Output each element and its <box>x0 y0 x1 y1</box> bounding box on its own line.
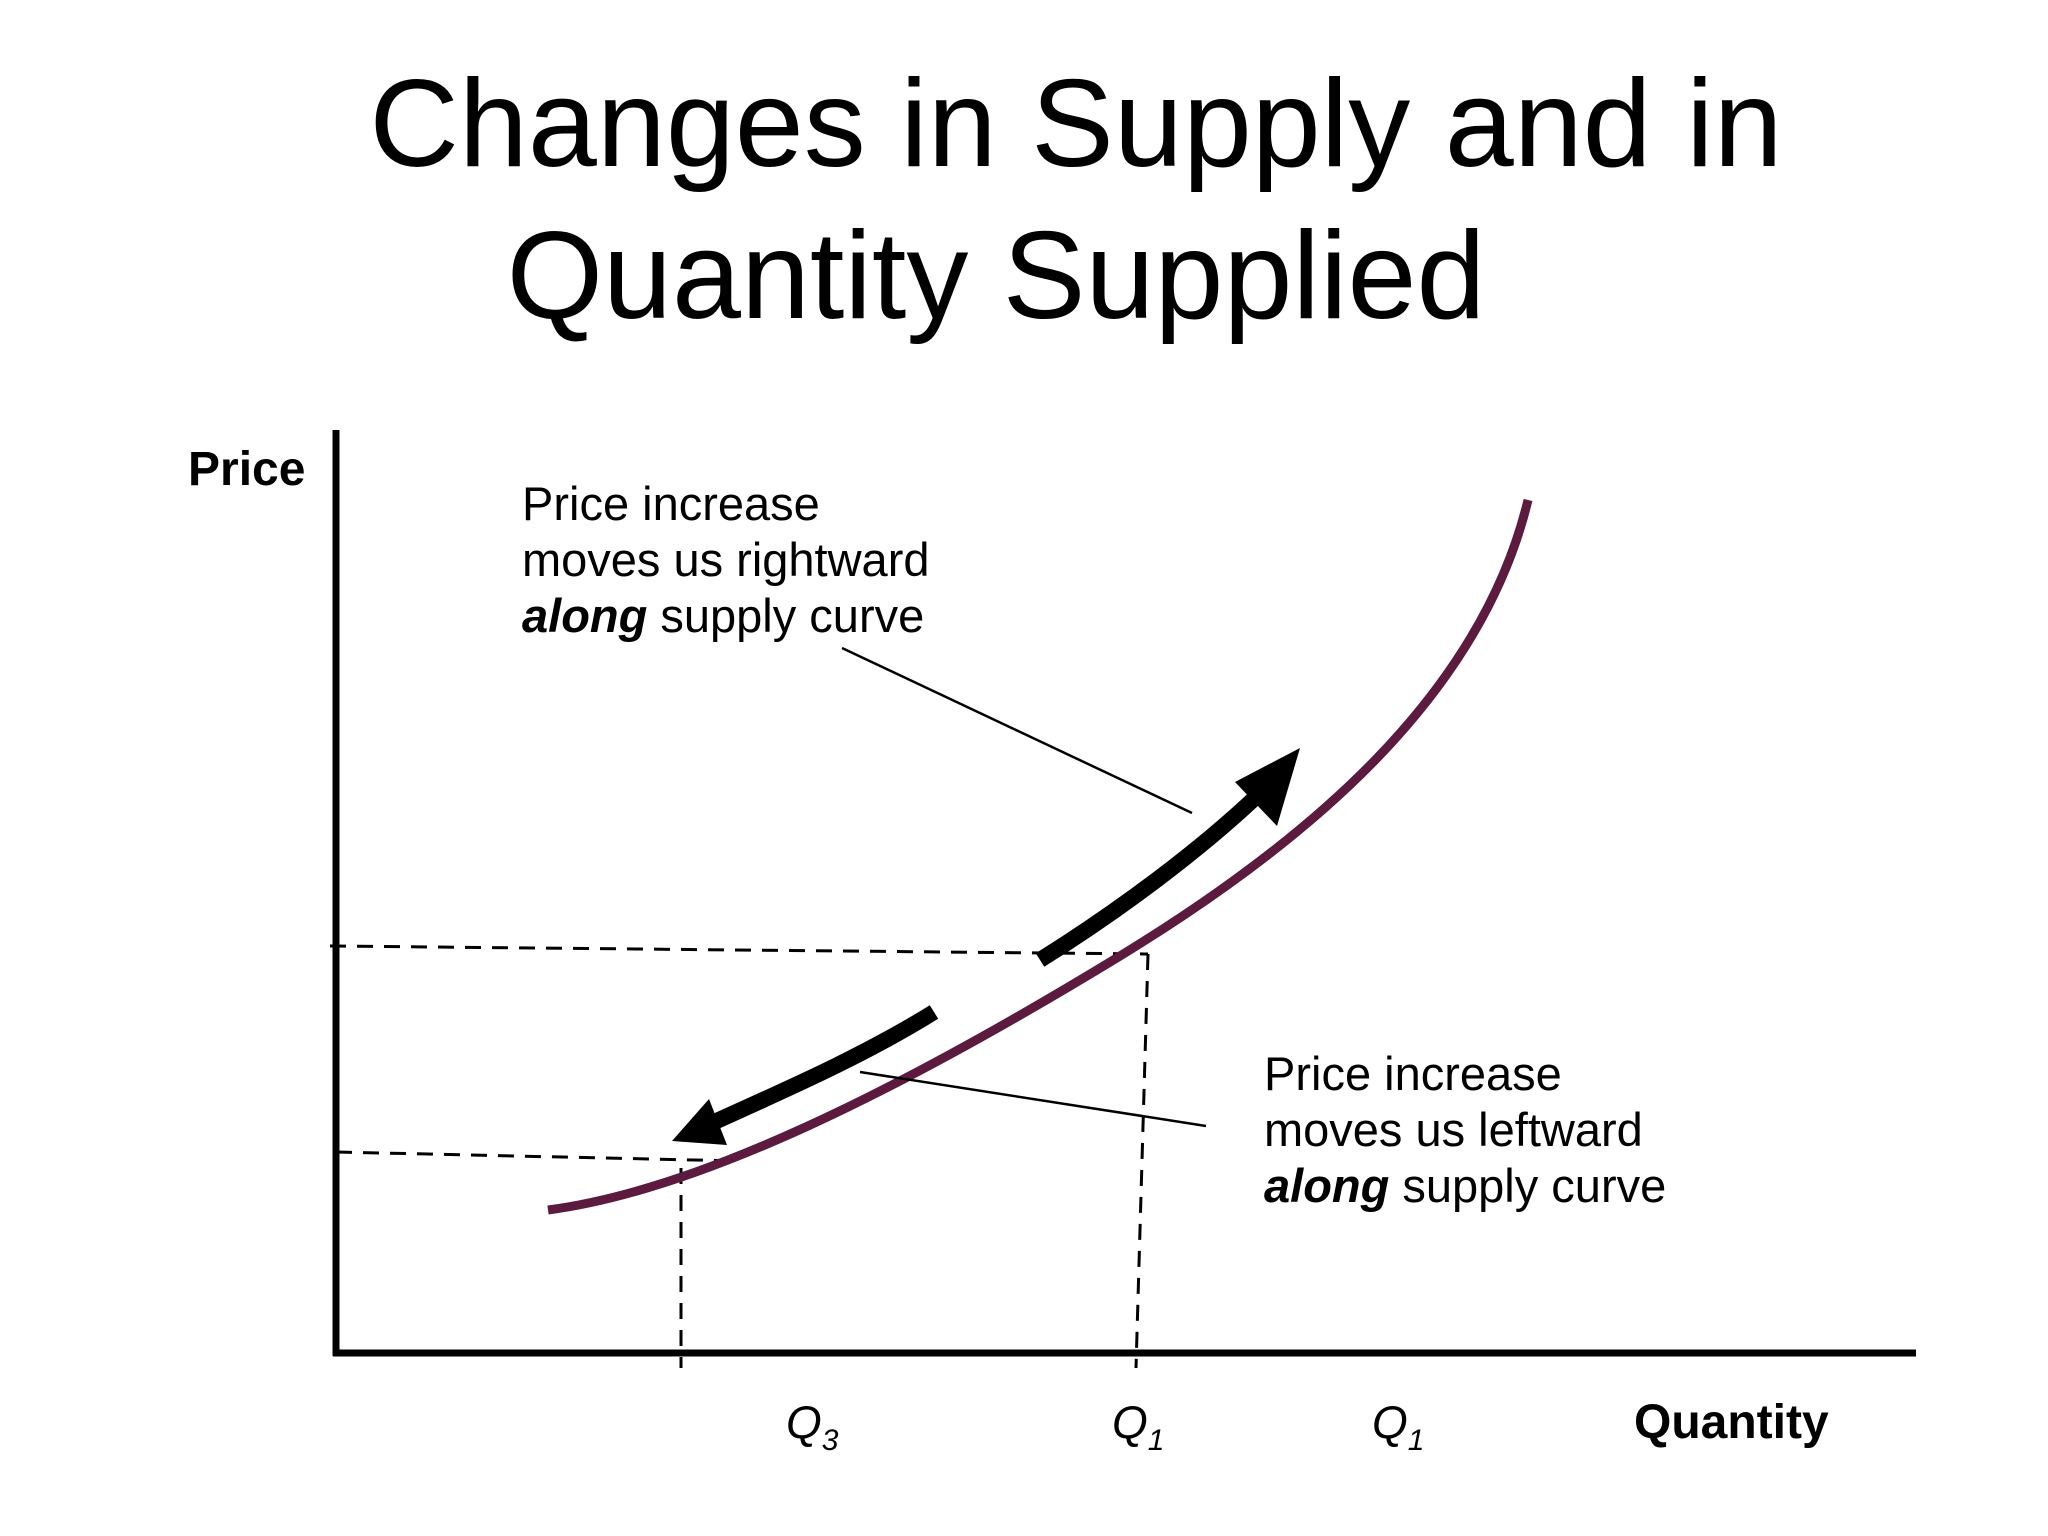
rightward-arrow-shaft <box>1035 789 1264 967</box>
lower-annotation-line-1: Price increase <box>1264 1047 1562 1100</box>
lower-annotation-line-2: moves us leftward <box>1264 1103 1643 1156</box>
x-axis-label: Quantity <box>1634 1396 1829 1449</box>
lower-leader-line <box>859 1070 1207 1128</box>
x-tick-q1-second: Q1 <box>1372 1396 1424 1457</box>
upper-annotation-line-1: Price increase <box>522 477 820 530</box>
title-line-2: Quantity Supplied <box>506 207 1486 345</box>
leftward-arrow-head <box>672 1099 727 1145</box>
x-tick-q3: Q3 <box>786 1396 839 1457</box>
upper-leader-line <box>841 646 1193 815</box>
x-tick-q1-first: Q1 <box>1112 1396 1164 1457</box>
y-axis-label: Price <box>188 443 305 496</box>
lower-price-guide <box>335 1150 741 1163</box>
rightward-arrow-head <box>1235 748 1300 826</box>
lower-annotation-emphasis: along <box>1264 1159 1389 1212</box>
x-tick-q1-first-letter: Q <box>1112 1396 1148 1448</box>
upper-annotation-line-3: supply curve <box>647 589 924 642</box>
upper-price-guide <box>329 944 1149 956</box>
upper-annotation: Price increase moves us rightward along … <box>522 477 943 642</box>
upper-quantity-guide <box>1134 953 1150 1369</box>
page-title: Changes in Supply and in Quantity Suppli… <box>0 48 2048 352</box>
x-tick-q1-first-subscript: 1 <box>1148 1424 1165 1457</box>
upper-annotation-emphasis: along <box>522 589 647 642</box>
x-tick-q1-second-letter: Q <box>1372 1396 1408 1448</box>
x-tick-q1-second-subscript: 1 <box>1408 1424 1425 1457</box>
lower-annotation-line-3: supply curve <box>1389 1159 1666 1212</box>
x-tick-q3-subscript: 3 <box>822 1424 839 1457</box>
title-line-1: Changes in Supply and in <box>369 55 1783 193</box>
upper-annotation-line-2: moves us rightward <box>522 533 930 586</box>
lower-annotation: Price increase moves us leftward along s… <box>1264 1047 1666 1212</box>
leftward-arrow-shaft <box>706 1005 939 1132</box>
x-tick-q3-letter: Q <box>786 1396 822 1448</box>
supply-curve <box>547 498 1533 1215</box>
